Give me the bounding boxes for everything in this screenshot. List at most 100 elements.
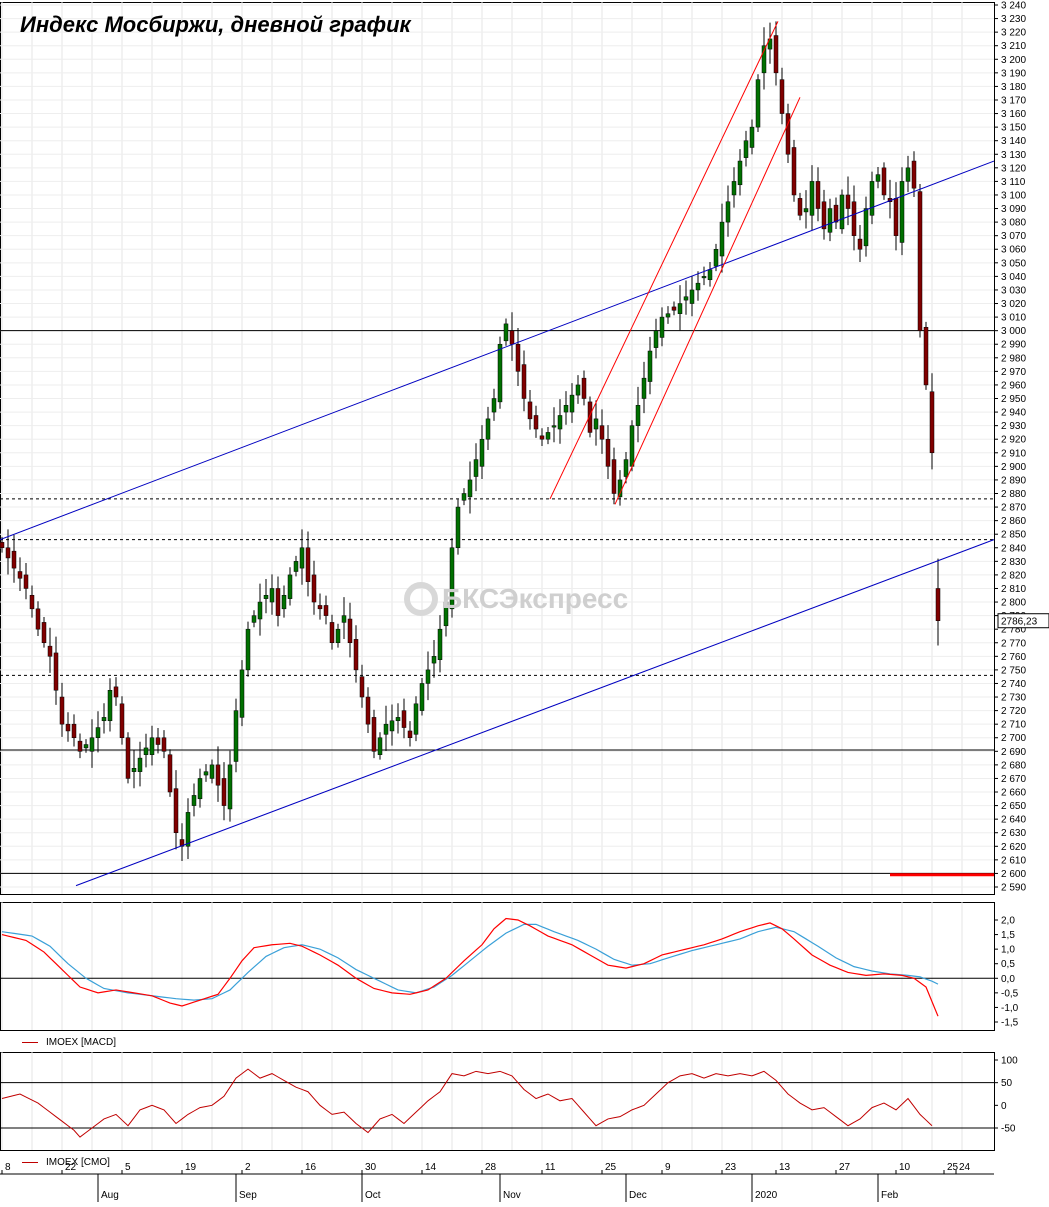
panel-frame-1	[0, 2, 995, 895]
y-tick-label: 3 040	[1001, 272, 1026, 283]
candle-up	[335, 628, 341, 644]
y-tick-label: 2 650	[1001, 801, 1026, 812]
candle-down	[851, 201, 857, 236]
candle-down	[821, 201, 827, 230]
last-price-label: 2786,23	[1001, 617, 1038, 628]
candle-up	[563, 405, 569, 413]
candle-down	[71, 723, 77, 738]
candle-down	[41, 622, 47, 644]
y-tick-label: 2 830	[1001, 557, 1026, 568]
candle-down	[5, 547, 11, 559]
candle-up	[269, 588, 275, 603]
panel-frame-3	[0, 1052, 995, 1151]
candle-up	[389, 720, 395, 732]
candle-down	[371, 717, 377, 752]
candle-up	[437, 628, 443, 660]
x-day-tick-label: 11	[545, 1162, 556, 1173]
y-tick-label: 3 200	[1001, 55, 1026, 66]
candle-up	[731, 181, 737, 196]
y-tick-label: 2 660	[1001, 788, 1026, 799]
candle-up	[383, 723, 389, 735]
candle-down	[539, 435, 545, 440]
candle-down	[587, 401, 593, 433]
candle-up	[449, 547, 455, 610]
y-tick-label: 2 990	[1001, 340, 1026, 351]
candle-up	[263, 595, 269, 599]
x-day-tick-label: 30	[365, 1162, 377, 1173]
candle-up	[293, 561, 299, 572]
candle-down	[359, 676, 365, 698]
cmo-y-tick-label: 50	[1001, 1078, 1013, 1089]
candle-down	[317, 605, 323, 610]
candle-up	[431, 656, 437, 664]
candle-down	[347, 618, 353, 644]
y-tick-label: 3 150	[1001, 123, 1026, 134]
candle-up	[875, 174, 881, 182]
candle-down	[155, 737, 161, 745]
candle-up	[461, 493, 467, 501]
candle-up	[107, 689, 113, 722]
candle-down	[605, 438, 611, 467]
candle-down	[65, 723, 71, 732]
candle-up	[197, 778, 203, 800]
legend-cmo-label: IMOEX [CMO]	[46, 1157, 110, 1168]
y-tick-label: 2 970	[1001, 367, 1026, 378]
y-tick-label: 2 820	[1001, 570, 1026, 581]
candle-down	[773, 35, 779, 74]
y-tick-label: 3 080	[1001, 218, 1026, 229]
candle-up	[137, 757, 143, 772]
y-tick-label: 2 750	[1001, 665, 1026, 676]
cmo-y-tick-label: 0	[1001, 1101, 1007, 1112]
cmo-y-tick-label: 100	[1001, 1056, 1018, 1067]
candle-down	[599, 425, 605, 440]
candle-up	[761, 45, 767, 74]
x-month-tick-label: 2020	[755, 1190, 778, 1201]
legend-macd-label: IMOEX [MACD]	[46, 1037, 117, 1048]
candle-down	[791, 147, 797, 196]
x-day-tick-label: 28	[485, 1162, 497, 1173]
candle-up	[95, 727, 101, 738]
candle-down	[47, 645, 53, 657]
macd-y-tick-label: 0,0	[1001, 974, 1015, 985]
watermark-logo-icon	[404, 582, 438, 616]
y-tick-label: 2 620	[1001, 842, 1026, 853]
candle-down	[275, 588, 281, 616]
candle-up	[905, 167, 911, 182]
channel-lower-blue	[75, 539, 995, 887]
y-tick-label: 2 950	[1001, 394, 1026, 405]
y-tick-label: 2 930	[1001, 421, 1026, 432]
candle-up	[227, 764, 233, 810]
candle-down	[35, 608, 41, 630]
y-tick-label: 2 680	[1001, 760, 1026, 771]
y-tick-label: 2 880	[1001, 489, 1026, 500]
candle-up	[545, 432, 551, 440]
y-tick-label: 2 780	[1001, 625, 1026, 636]
y-tick-label: 2 900	[1001, 462, 1026, 473]
cmo-line	[1, 1068, 933, 1138]
x-month-tick-label: Oct	[365, 1190, 381, 1201]
candle-up	[755, 79, 761, 128]
macd-y-tick-label: 1,5	[1001, 930, 1015, 941]
candle-up	[83, 744, 89, 749]
macd-signal-line	[1, 923, 939, 1001]
y-tick-label: 2 740	[1001, 679, 1026, 690]
candle-up	[503, 323, 509, 342]
candle-down	[857, 238, 863, 250]
candle-down	[527, 401, 533, 420]
y-tick-label: 2 870	[1001, 503, 1026, 514]
candle-down	[509, 330, 515, 345]
y-tick-label: 2 920	[1001, 435, 1026, 446]
candle-up	[479, 438, 485, 467]
last-price-box	[997, 613, 1049, 629]
candle-up	[377, 737, 383, 755]
candle-up	[497, 343, 503, 403]
candle-down	[119, 703, 125, 738]
y-tick-label: 3 240	[1001, 1, 1026, 12]
y-tick-label: 3 190	[1001, 68, 1026, 79]
candle-up	[869, 181, 875, 216]
y-tick-label: 3 130	[1001, 150, 1026, 161]
candle-up	[239, 669, 245, 718]
x-month-tick-label: Sep	[239, 1190, 257, 1201]
